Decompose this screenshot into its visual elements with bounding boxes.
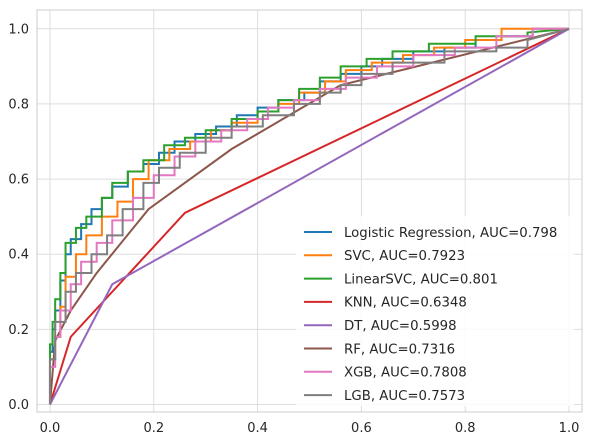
x-axis-tick-labels: 0.0 0.2 0.4 0.6 0.8 1.0	[40, 421, 580, 436]
series-line-4	[49, 27, 570, 405]
x-tick-label: 0.2	[143, 421, 164, 436]
legend-label-1: SVC, AUC=0.7923	[344, 249, 465, 264]
x-tick-label: 0.0	[40, 421, 61, 436]
legend-box	[296, 216, 574, 406]
legend-label-7: LGB, AUC=0.7573	[344, 389, 465, 404]
y-tick-label: 0.8	[8, 97, 29, 112]
x-tick-label: 0.8	[455, 421, 476, 436]
legend-label-4: DT, AUC=0.5998	[344, 319, 457, 334]
legend-label-0: Logistic Regression, AUC=0.798	[344, 226, 557, 241]
legend: Logistic Regression, AUC=0.798 SVC, AUC=0…	[296, 216, 574, 406]
y-tick-label: 0.2	[8, 323, 29, 338]
x-tick-label: 1.0	[559, 421, 580, 436]
y-tick-label: 0.4	[8, 248, 29, 263]
series-layer	[48, 27, 570, 405]
plot-frame	[36, 9, 583, 413]
legend-label-3: KNN, AUC=0.6348	[344, 296, 467, 311]
legend-label-5: RF, AUC=0.7316	[344, 342, 455, 357]
series-line-5	[48, 27, 570, 405]
series-line-6	[48, 27, 570, 405]
y-axis-tick-labels: 0.0 0.2 0.4 0.6 0.8 1.0	[8, 22, 29, 413]
legend-label-2: LinearSVC, AUC=0.801	[344, 272, 498, 287]
legend-label-6: XGB, AUC=0.7808	[344, 366, 467, 381]
y-tick-label: 0.6	[8, 173, 29, 188]
x-tick-label: 0.4	[247, 421, 268, 436]
y-tick-label: 0.0	[8, 398, 29, 413]
series-line-2	[48, 27, 570, 405]
x-tick-label: 0.6	[351, 421, 372, 436]
y-tick-label: 1.0	[8, 22, 29, 37]
series-line-7	[48, 27, 570, 405]
